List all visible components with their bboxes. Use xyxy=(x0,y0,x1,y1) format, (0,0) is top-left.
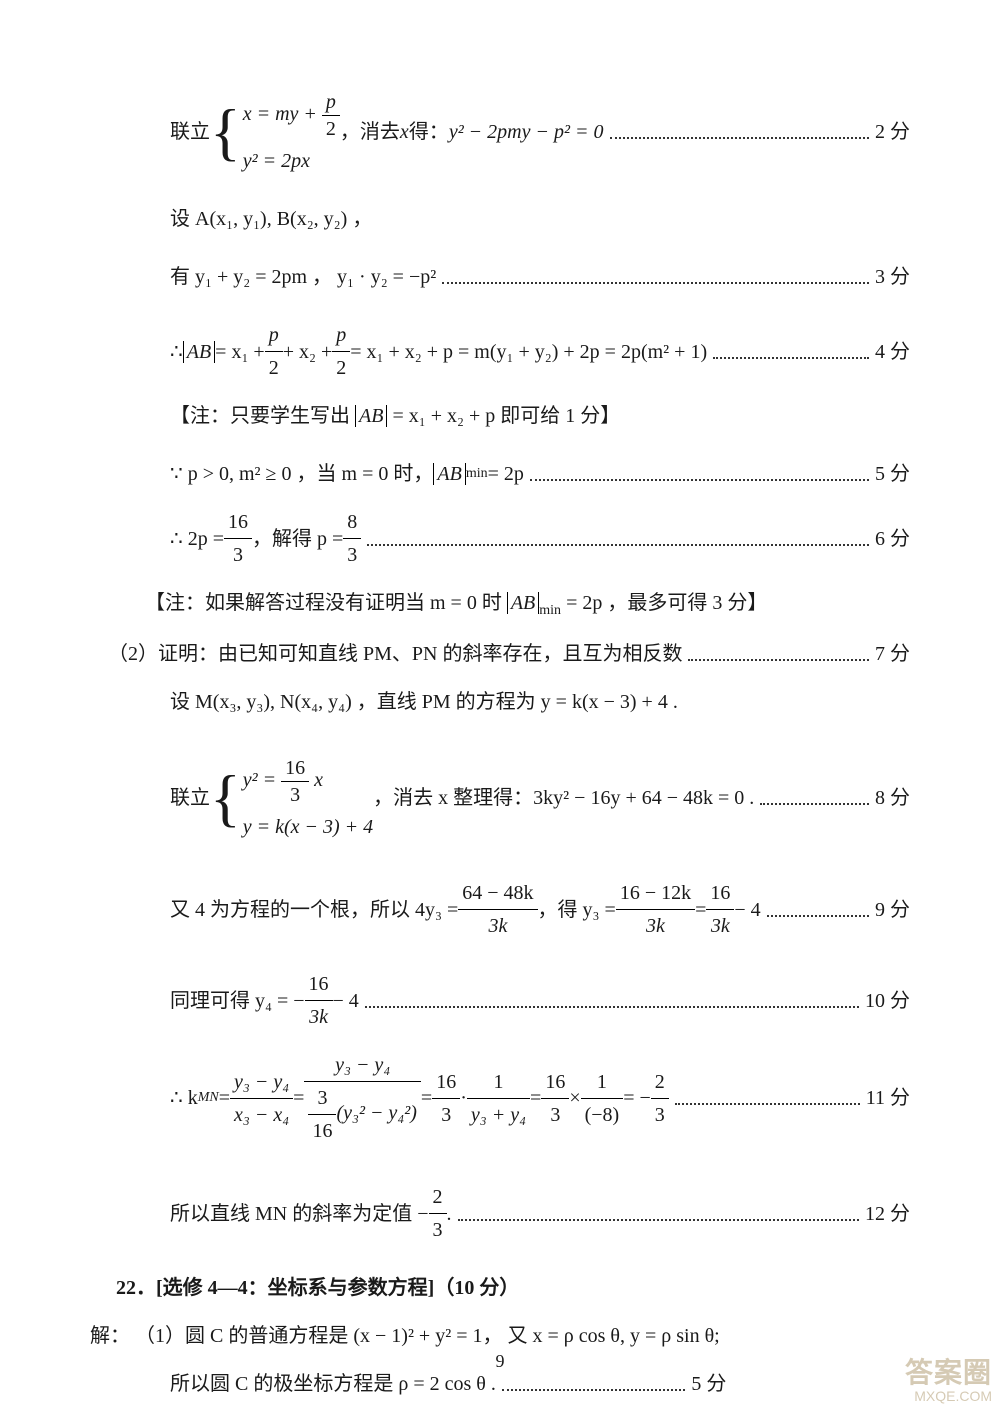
text: 【注：如果解答过程没有证明当 m = 0 时 xyxy=(145,592,507,614)
text: 又 4 为方程的一个根，所以 4y₃ = xyxy=(170,894,458,926)
dot-leader xyxy=(760,791,869,805)
dot-leader xyxy=(767,903,869,917)
dot-leader xyxy=(610,125,870,139)
step-line: 联立 { x = my + p2 y² = 2px ，消去 x 得： y² − … xyxy=(90,86,910,177)
text: 所以圆 C 的极坐标方程是 ρ = 2 cos θ . xyxy=(170,1368,496,1400)
text: 同理可得 y₄ = − xyxy=(170,985,305,1017)
equation: ∵ p > 0, m² ≥ 0 ，当 m = 0 时， xyxy=(170,458,433,490)
dot-leader xyxy=(713,345,869,359)
dot-leader xyxy=(675,1091,860,1105)
score: 5 分 xyxy=(691,1368,726,1400)
step-line: 所以直线 MN 的斜率为定值 − 23 . 12 分 xyxy=(90,1181,910,1246)
label: 解： xyxy=(90,1325,130,1347)
score: 9 分 xyxy=(875,894,910,926)
text: 联立 xyxy=(170,116,210,148)
step-line: ∴ AB = x₁ + p2 + x₂ + p2 = x₁ + x₂ + p =… xyxy=(90,319,910,384)
step-line: 联立 { y² = 163 x y = k(x − 3) + 4 ，消去 x 整… xyxy=(90,752,910,843)
text: 联立 xyxy=(170,782,210,814)
text: ∴ 2p = xyxy=(170,523,224,555)
text: 得： xyxy=(409,116,449,148)
dot-leader xyxy=(458,1207,859,1221)
dot-leader xyxy=(502,1377,686,1391)
text: 所以直线 MN 的斜率为定值 − xyxy=(170,1198,429,1230)
score: 11 分 xyxy=(866,1082,910,1114)
text: ，消去 x 整理得： xyxy=(373,782,533,814)
page: 联立 { x = my + p2 y² = 2px ，消去 x 得： y² − … xyxy=(0,0,1000,1412)
score: 6 分 xyxy=(875,523,910,555)
equation-system: { y² = 163 x y = k(x − 3) + 4 xyxy=(210,752,373,843)
step-line: 所以圆 C 的极坐标方程是 ρ = 2 cos θ . 5 分 xyxy=(90,1368,910,1400)
problem-heading: 22．[选修 4—4：坐标系与参数方程]（10 分） xyxy=(90,1272,910,1304)
dot-leader xyxy=(367,532,869,546)
watermark-url: MXQE.COM xyxy=(905,1389,992,1404)
page-number: 9 xyxy=(0,1351,1000,1372)
text: ∴ k xyxy=(170,1082,198,1114)
score: 12 分 xyxy=(865,1198,910,1230)
step-line: 有 y₁ + y₂ = 2pm ， y₁ · y₂ = −p² 3 分 xyxy=(90,261,910,293)
score: 4 分 xyxy=(875,336,910,368)
step-line: （2）证明：由已知可知直线 PM、PN 的斜率存在，且互为相反数 7 分 xyxy=(90,638,910,670)
note-line: 【注：只要学生写出 AB = x₁ + x₂ + p 即可给 1 分】 xyxy=(90,400,910,432)
step-line: ∴ kMN = y₃ − y₄x₃ − x₄ = y₃ − y₄ 316(y₃²… xyxy=(90,1049,910,1147)
dot-leader xyxy=(442,270,869,284)
step-line: 又 4 为方程的一个根，所以 4y₃ = 64 − 48k3k ，得 y₃ = … xyxy=(90,877,910,942)
score: 10 分 xyxy=(865,985,910,1017)
score: 5 分 xyxy=(875,458,910,490)
text: ∴ xyxy=(170,336,183,368)
text: 设 A(x₁, y₁), B(x₂, y₂) ， xyxy=(170,208,372,230)
text: 【注：只要学生写出 xyxy=(170,405,355,427)
text: ，消去 xyxy=(340,116,400,148)
step-line: 设 A(x₁, y₁), B(x₂, y₂) ， xyxy=(90,203,910,235)
score: 2 分 xyxy=(875,116,910,148)
score: 7 分 xyxy=(875,638,910,670)
text: 设 M(x₃, y₃), N(x₄, y₄) ，直线 PM 的方程为 y = k… xyxy=(170,691,678,713)
step-line: ∴ 2p = 163 ，解得 p = 83 6 分 xyxy=(90,506,910,571)
var-x: x xyxy=(400,116,409,148)
score: 3 分 xyxy=(875,261,910,293)
note-line: 【注：如果解答过程没有证明当 m = 0 时 ABmin = 2p ，最多可得 … xyxy=(90,587,910,622)
dot-leader xyxy=(530,467,869,481)
step-line: 设 M(x₃, y₃), N(x₄, y₄) ，直线 PM 的方程为 y = k… xyxy=(90,686,910,718)
step-line: 解： （1）圆 C 的普通方程是 (x − 1)² + y² = 1， 又 x … xyxy=(90,1320,910,1352)
text: （1）圆 C 的普通方程是 (x − 1)² + y² = 1， 又 x = ρ… xyxy=(135,1325,720,1347)
text: （2）证明：由已知可知直线 PM、PN 的斜率存在，且互为相反数 xyxy=(108,638,682,670)
equation: y² − 2pmy − p² = 0 xyxy=(449,116,604,148)
equation: 3ky² − 16y + 64 − 48k = 0 . xyxy=(533,782,754,814)
dot-leader xyxy=(688,647,869,661)
text: 22．[选修 4—4：坐标系与参数方程]（10 分） xyxy=(116,1277,519,1299)
score: 8 分 xyxy=(875,782,910,814)
abs-AB: AB xyxy=(183,341,215,363)
step-line: ∵ p > 0, m² ≥ 0 ，当 m = 0 时， ABmin = 2p 5… xyxy=(90,458,910,490)
dot-leader xyxy=(365,994,859,1008)
step-line: 同理可得 y₄ = − 163k − 4 10 分 xyxy=(90,968,910,1033)
equation-system: { x = my + p2 y² = 2px xyxy=(210,86,340,177)
equation: 有 y₁ + y₂ = 2pm ， y₁ · y₂ = −p² xyxy=(170,261,436,293)
